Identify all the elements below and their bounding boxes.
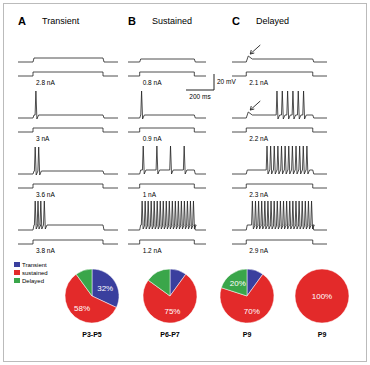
data-label: 32% bbox=[97, 284, 113, 293]
voltage-trace bbox=[18, 201, 118, 230]
current-step bbox=[128, 184, 206, 188]
current-label: 1.2 nA bbox=[143, 247, 162, 254]
current-label: 2.1 nA bbox=[249, 79, 268, 86]
pie-title: P9 bbox=[318, 331, 327, 338]
voltage-trace bbox=[128, 146, 206, 174]
legend-label: sustained bbox=[22, 270, 48, 276]
panel-letter: C bbox=[232, 15, 240, 27]
panel-letter: B bbox=[128, 15, 136, 27]
slice bbox=[295, 269, 349, 323]
legend-swatch bbox=[14, 278, 20, 283]
current-label: 0.8 nA bbox=[143, 79, 162, 86]
data-label: 70% bbox=[244, 307, 260, 316]
arrow bbox=[250, 101, 260, 110]
current-step bbox=[128, 240, 206, 244]
pie bbox=[65, 269, 119, 323]
legend-swatch bbox=[14, 262, 20, 267]
legend-label: Transient bbox=[22, 262, 47, 268]
scale-time: 200 ms bbox=[189, 93, 211, 100]
scale-bar bbox=[186, 74, 214, 90]
pie bbox=[143, 269, 197, 323]
current-label: 2.9 nA bbox=[249, 247, 268, 254]
current-step bbox=[232, 184, 327, 188]
slice bbox=[148, 269, 170, 296]
current-label: 3.8 nA bbox=[36, 247, 55, 254]
current-label: 1 nA bbox=[143, 191, 157, 198]
pie bbox=[220, 269, 274, 323]
current-label: 2.3 nA bbox=[249, 191, 268, 198]
data-label: 20% bbox=[230, 279, 246, 288]
data-label: 58% bbox=[74, 304, 90, 313]
current-step bbox=[18, 72, 118, 76]
legend-swatch bbox=[14, 270, 20, 275]
current-step bbox=[18, 240, 118, 244]
frame bbox=[4, 4, 367, 362]
voltage-trace bbox=[232, 146, 327, 174]
slice bbox=[221, 269, 247, 296]
scale-voltage: 20 mV bbox=[217, 78, 236, 85]
voltage-trace bbox=[232, 56, 327, 62]
panel-letter: A bbox=[18, 15, 26, 27]
voltage-trace bbox=[128, 201, 206, 230]
current-label: 3.6 nA bbox=[36, 191, 55, 198]
voltage-trace bbox=[18, 147, 118, 175]
current-step bbox=[232, 128, 327, 132]
panel-title: Delayed bbox=[256, 16, 289, 26]
voltage-trace bbox=[18, 58, 118, 62]
pie-title: P6-P7 bbox=[160, 331, 180, 338]
current-step bbox=[18, 128, 118, 132]
current-step bbox=[128, 128, 206, 132]
arrow bbox=[250, 45, 260, 54]
figure: A Transient 2.8 nA 3 nA 3.6 nA 3.8 nA B Sustain… bbox=[0, 0, 370, 365]
current-label: 0.9 nA bbox=[143, 135, 162, 142]
current-label: 2.8 nA bbox=[36, 79, 55, 86]
current-label: 2.2 nA bbox=[249, 135, 268, 142]
current-step bbox=[232, 72, 327, 76]
current-step bbox=[232, 240, 327, 244]
legend-label: Delayed bbox=[22, 278, 44, 284]
current-step bbox=[128, 72, 206, 76]
current-label: 3 nA bbox=[36, 135, 50, 142]
voltage-trace bbox=[232, 201, 327, 230]
voltage-trace bbox=[18, 91, 118, 119]
panel-title: Sustained bbox=[152, 16, 192, 26]
pie-title: P3-P5 bbox=[82, 331, 102, 338]
slice bbox=[76, 269, 92, 296]
data-label: 100% bbox=[312, 292, 332, 301]
panel-title: Transient bbox=[42, 16, 80, 26]
current-step bbox=[18, 184, 118, 188]
pie-title: P9 bbox=[243, 331, 252, 338]
voltage-trace bbox=[128, 59, 206, 62]
data-label: 75% bbox=[164, 307, 180, 316]
pie bbox=[295, 269, 349, 323]
voltage-trace bbox=[232, 91, 327, 119]
